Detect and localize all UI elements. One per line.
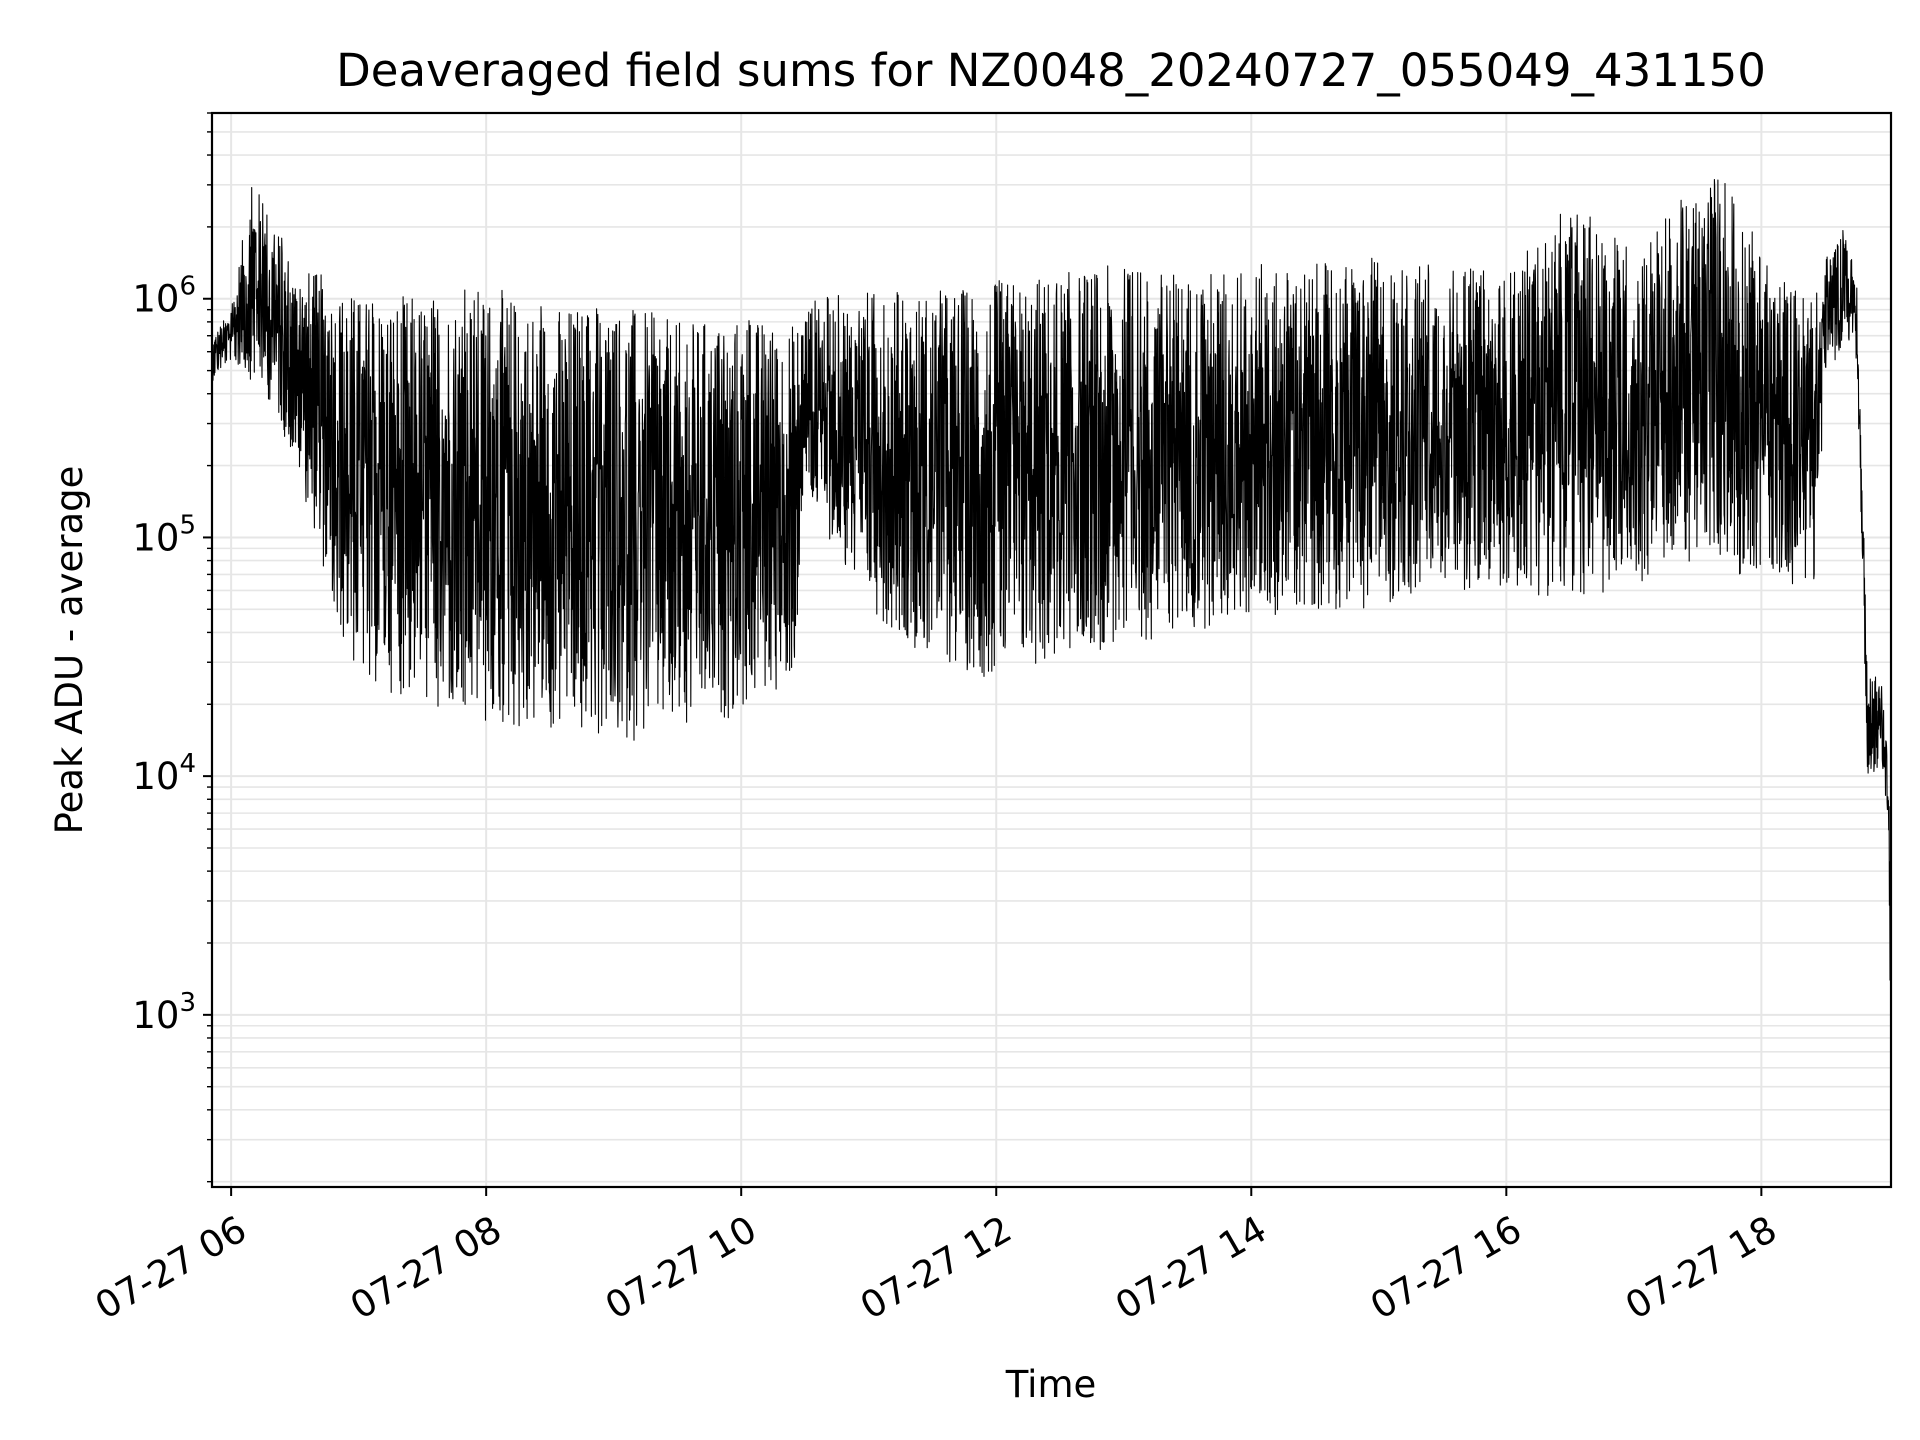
y-tick-label-exponent: 4: [179, 749, 196, 779]
y-tick-label-exponent: 5: [179, 510, 196, 540]
x-axis-label: Time: [1005, 1363, 1097, 1406]
y-axis-label: Peak ADU - average: [48, 466, 91, 835]
plot-frame: [210, 111, 1893, 1189]
y-tick-label: 106: [132, 272, 196, 321]
y-tick-label-base: 10: [132, 516, 179, 559]
y-tick-label-exponent: 3: [179, 988, 196, 1018]
data-layer: [211, 179, 1892, 981]
y-tick-label-exponent: 6: [179, 272, 196, 302]
y-tick-label: 103: [132, 988, 196, 1037]
y-tick-label: 104: [132, 749, 196, 798]
chart-title: Deaveraged field sums for NZ0048_2024072…: [336, 44, 1766, 97]
y-tick-label: 105: [132, 510, 196, 559]
series-line: [211, 179, 1892, 981]
y-tick-label-base: 10: [132, 994, 179, 1037]
y-tick-label-base: 10: [132, 755, 179, 798]
y-tick-label-base: 10: [132, 278, 179, 321]
